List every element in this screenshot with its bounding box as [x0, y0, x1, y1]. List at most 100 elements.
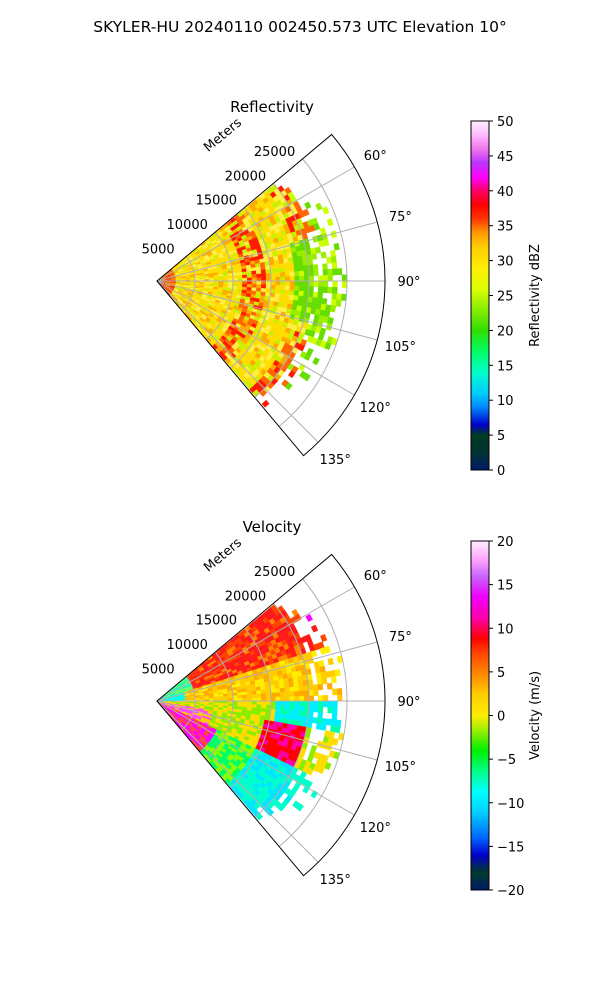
echo-gate [293, 681, 300, 688]
azimuth-tick-label: 135° [320, 453, 351, 468]
echo-gate [312, 291, 319, 299]
echo-gate [266, 700, 272, 706]
echo-gate [270, 704, 276, 710]
echo-gate [285, 700, 291, 706]
echo-gate [288, 681, 295, 688]
echo-gate [270, 284, 276, 290]
echo-gate [330, 299, 337, 307]
echo-gate [316, 717, 323, 725]
echo-gate [260, 685, 266, 691]
echo-gate [336, 293, 343, 301]
echo-gate [284, 382, 293, 391]
azimuth-gridline [156, 700, 319, 863]
range-tick-label: 15000 [196, 614, 237, 629]
echo-gate [278, 678, 285, 685]
echo-gate [270, 700, 276, 706]
echo-gate [298, 710, 305, 717]
colorbar-tick-label: 45 [497, 150, 514, 165]
echo-gate [218, 276, 224, 280]
echo-gate [326, 218, 334, 227]
echo-gate [274, 688, 281, 694]
echo-gate [289, 285, 295, 291]
echo-gate [261, 273, 267, 278]
azimuth-tick-label: 105° [385, 760, 416, 775]
echo-gate [321, 677, 328, 685]
echo-gate [318, 275, 324, 282]
echo-gate [308, 700, 314, 707]
echo-gate [280, 280, 286, 286]
echo-gate [251, 704, 257, 709]
colorbar [470, 120, 490, 471]
echo-gate [294, 613, 302, 622]
echo-gate [237, 274, 243, 279]
echo-gate [327, 286, 333, 294]
echo-gate [232, 280, 238, 285]
echo-gate [289, 266, 295, 273]
echo-gate [287, 370, 296, 379]
echo-gate [293, 686, 300, 692]
echo-gate [323, 275, 329, 282]
colorbar-tick-label: 5 [497, 429, 505, 444]
echo-gate [298, 685, 305, 692]
echo-gate [256, 284, 262, 289]
echo-gate [313, 701, 319, 707]
colorbar-tick-label: 40 [497, 185, 514, 200]
echo-gate [223, 275, 229, 280]
echo-gate [298, 290, 305, 297]
echo-gate [242, 703, 248, 708]
echo-gate [326, 256, 333, 264]
colorbar-tick-label: −20 [497, 884, 524, 899]
echo-gate [289, 280, 295, 287]
echo-gate [341, 281, 348, 288]
echo-gate [323, 695, 329, 702]
echo-gate [318, 281, 324, 288]
echo-gate [330, 230, 338, 239]
echo-gate [251, 270, 257, 275]
echo-gate [294, 691, 300, 697]
azimuth-tick-label: 90° [397, 695, 420, 710]
colorbar-tick-label: 35 [497, 220, 514, 235]
range-ring [229, 627, 272, 789]
echo-gate [312, 684, 319, 691]
echo-gate [261, 700, 267, 706]
echo-gate [223, 695, 229, 700]
echo-gate [303, 285, 310, 292]
echo-gate [274, 709, 281, 715]
echo-gate [275, 272, 281, 278]
echo-gate [285, 696, 291, 702]
echo-gate [260, 265, 266, 271]
echo-gate [246, 274, 253, 279]
echo-gate [322, 286, 329, 294]
echo-gate [251, 700, 257, 705]
echo-gate [334, 725, 341, 734]
echo-gate [246, 694, 253, 699]
echo-gate [294, 705, 300, 712]
echo-gate [329, 305, 337, 313]
echo-gate [326, 718, 333, 726]
azimuth-gridline [156, 221, 378, 282]
echo-gate [311, 297, 318, 304]
range-ring [205, 651, 234, 760]
echo-gate [274, 289, 281, 295]
echo-gate [261, 693, 267, 698]
azimuth-tick-label: 60° [364, 569, 387, 584]
echo-gate [341, 274, 348, 282]
echo-gate [232, 695, 238, 699]
echo-gate [337, 694, 343, 702]
echo-gate [261, 399, 270, 408]
echo-gate [293, 295, 299, 302]
echo-gate [246, 700, 253, 705]
colorbar-tick-label: 50 [497, 115, 514, 130]
echo-gate [335, 719, 342, 727]
echo-gate [251, 693, 257, 699]
echo-gate [265, 284, 272, 290]
echo-gate [265, 692, 272, 698]
echo-gate [332, 286, 338, 294]
echo-gate [299, 280, 305, 287]
echo-gate [304, 280, 310, 287]
echo-gate [331, 293, 338, 301]
echo-gate [280, 700, 286, 706]
echo-gate [293, 266, 300, 272]
azimuth-gridline [156, 280, 319, 443]
echo-gate [246, 271, 253, 276]
